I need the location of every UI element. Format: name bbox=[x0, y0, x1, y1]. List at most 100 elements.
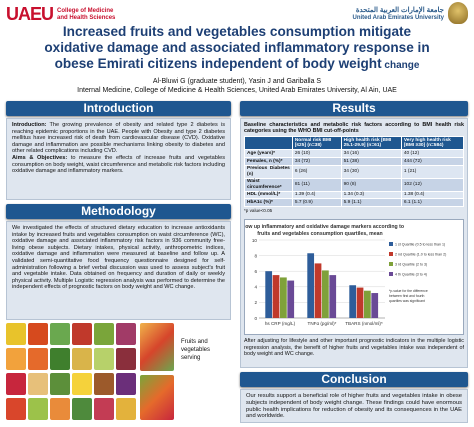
chart-note-line: quartiles was significant bbox=[389, 299, 425, 303]
marker-chart: Follow up inflammatory and oxidative dam… bbox=[236, 219, 464, 336]
marker-chart-svg: Follow up inflammatory and oxidative dam… bbox=[236, 224, 446, 326]
university-name: جامعة الإمارات العربية المتحدة United Ar… bbox=[353, 6, 444, 21]
legend-label: 2 nd Quartile (1.0 to less than 2) bbox=[395, 253, 446, 257]
table-cell: HDL (mmol/L)* bbox=[244, 190, 293, 200]
table-cell: HbA1c (%)* bbox=[244, 198, 293, 207]
spinach-image bbox=[50, 373, 70, 395]
college-line-1: College of Medicine bbox=[57, 7, 114, 14]
chart-bar bbox=[371, 293, 379, 319]
table-cell: Females, n (%)* bbox=[244, 157, 293, 166]
table-cell: 51 (38) bbox=[340, 157, 402, 166]
aims-text: to measure the effects of increase fruit… bbox=[12, 154, 225, 175]
chart-bar bbox=[280, 277, 287, 319]
table-header-cell: High health risk [BMI 25.1-29.9] (n=61) bbox=[340, 136, 402, 151]
conclusion-heading: Conclusion bbox=[240, 372, 468, 387]
table-row: HbA1c (%)* 5.7 (0.9) 5.9 (1.1) 6.1 (1.1) bbox=[244, 198, 465, 207]
university-name-arabic: جامعة الإمارات العربية المتحدة bbox=[355, 6, 444, 14]
results-panel: Baseline characteristics and metabolic r… bbox=[236, 118, 468, 368]
title-line-3-main: obese Emirati citizens independent of bo… bbox=[54, 56, 382, 71]
legend-label: 3 rd Quartile (2 to 3) bbox=[395, 263, 427, 267]
table-cell: 5.7 (0.9) bbox=[291, 198, 342, 207]
chart-bar bbox=[356, 287, 364, 319]
vegetable-basket-image bbox=[140, 375, 174, 420]
intro-label: Introduction: bbox=[12, 122, 47, 128]
table-cell: 1 (21) bbox=[400, 164, 465, 179]
y-tick-label: 8 bbox=[254, 254, 257, 259]
chart-bar bbox=[349, 285, 357, 319]
fruit-vegetable-image-grid bbox=[6, 323, 176, 421]
legend-swatch bbox=[389, 242, 393, 247]
table-row: HDL (mmol/L)* 1.39 (0.4) 1.34 (0.3) 1.38 (0… bbox=[244, 190, 465, 200]
table-cell: 102 (12) bbox=[400, 177, 465, 192]
pomegranate-image bbox=[94, 398, 114, 420]
title-line-2: oxidative damage and associated inflamma… bbox=[44, 40, 430, 55]
table-cell: 26 (10) bbox=[291, 149, 342, 158]
strawberry-image bbox=[6, 373, 26, 395]
legend-label: 4 th Quartile (3 to 4) bbox=[395, 273, 427, 277]
aims-label: Aims & Objectives: bbox=[12, 154, 68, 161]
conclusion-panel: Our results support a beneficial role of… bbox=[240, 389, 468, 423]
uaeu-wordmark: UAEU bbox=[6, 4, 54, 24]
mango-image bbox=[116, 398, 136, 420]
baseline-table: Normal risk BMI [≤25] (n=38) High health… bbox=[244, 136, 465, 207]
dates-image bbox=[94, 373, 114, 395]
table-cell: 1.34 (0.3) bbox=[340, 190, 402, 200]
methodology-heading: Methodology bbox=[6, 204, 231, 219]
y-tick-label: 6 bbox=[254, 269, 257, 274]
orange-image bbox=[6, 348, 26, 370]
methodology-panel: We investigated the effects of structure… bbox=[6, 221, 231, 320]
carrot-image bbox=[28, 348, 48, 370]
legend-swatch bbox=[389, 252, 393, 257]
title-line-1: Increased fruits and vegetables consumpt… bbox=[62, 24, 412, 39]
legend-label: 1 st Quartile (0.5 to less than 1) bbox=[395, 243, 445, 247]
chart-bar bbox=[272, 275, 280, 319]
table-cell: 1.39 (0.4) bbox=[291, 190, 342, 200]
chart-note-line: between first and fourth bbox=[389, 294, 425, 298]
chart-bar bbox=[314, 263, 322, 319]
table-header-cell: Very high health risk [BMI ≥30] (n=584) bbox=[400, 136, 465, 151]
conclusion-text: Our results support a beneficial role of… bbox=[246, 393, 462, 420]
title-line-3: obese Emirati citizens independent of bo… bbox=[0, 56, 474, 74]
lemon-image bbox=[72, 373, 92, 395]
results-heading: Results bbox=[240, 101, 468, 116]
table-cell: 34 (30) bbox=[340, 164, 402, 179]
apple-image bbox=[72, 323, 92, 345]
y-tick-label: 4 bbox=[254, 285, 257, 290]
chart-bar bbox=[265, 271, 273, 319]
affiliation: Internal Medicine, College of Medicine &… bbox=[77, 86, 397, 94]
cucumber-image bbox=[50, 323, 70, 345]
legend-swatch bbox=[389, 272, 393, 277]
table-note: *p value<0.05 bbox=[244, 207, 273, 213]
legend-swatch bbox=[389, 262, 393, 267]
falcon-emblem-icon bbox=[448, 2, 468, 24]
college-line-2: and Health Sciences bbox=[57, 14, 116, 21]
y-tick-label: 2 bbox=[254, 301, 257, 306]
chart-bar bbox=[287, 280, 295, 319]
table-cell: 6.1 (1.1) bbox=[400, 198, 465, 207]
college-name: College of Medicine and Health Sciences bbox=[57, 8, 115, 22]
fruit-basket-image bbox=[140, 323, 174, 371]
table-header-cell: Normal risk BMI [≤25] (n=38) bbox=[291, 136, 342, 151]
potato-image bbox=[28, 373, 48, 395]
table-cell: 1.38 (0.4) bbox=[400, 190, 465, 200]
university-logo: جامعة الإمارات العربية المتحدة United Ar… bbox=[353, 2, 468, 24]
cherries-image bbox=[116, 348, 136, 370]
table-header-row: Normal risk BMI [≤25] (n=38) High health… bbox=[244, 136, 465, 151]
pear-image bbox=[72, 348, 92, 370]
tomato-image bbox=[28, 323, 48, 345]
pepper-image bbox=[6, 398, 26, 420]
x-tick-label: TBARS (nmol/ml)* bbox=[345, 321, 383, 326]
chart-title-line-2: fruits and vegetables consumption quarti… bbox=[257, 231, 382, 237]
authors-block: Al-Bluwi G (graduate student), Yasin J a… bbox=[0, 78, 474, 95]
table-cell: 5.9 (1.1) bbox=[340, 198, 402, 207]
chart-bar bbox=[322, 270, 329, 319]
table-cell: Previous Diabetes (n) bbox=[244, 164, 293, 179]
table-header-cell bbox=[244, 136, 293, 151]
lettuce-image bbox=[94, 323, 114, 345]
table-cell: 444 (72) bbox=[400, 157, 465, 166]
table-cell: Age (years)* bbox=[244, 149, 293, 158]
melon-image bbox=[94, 348, 114, 370]
table-row: Previous Diabetes (n) 6 (26) 34 (30) 1 (21) bbox=[244, 164, 465, 179]
table-cell: 81 (11) bbox=[291, 177, 342, 192]
chart-bar bbox=[307, 253, 315, 319]
